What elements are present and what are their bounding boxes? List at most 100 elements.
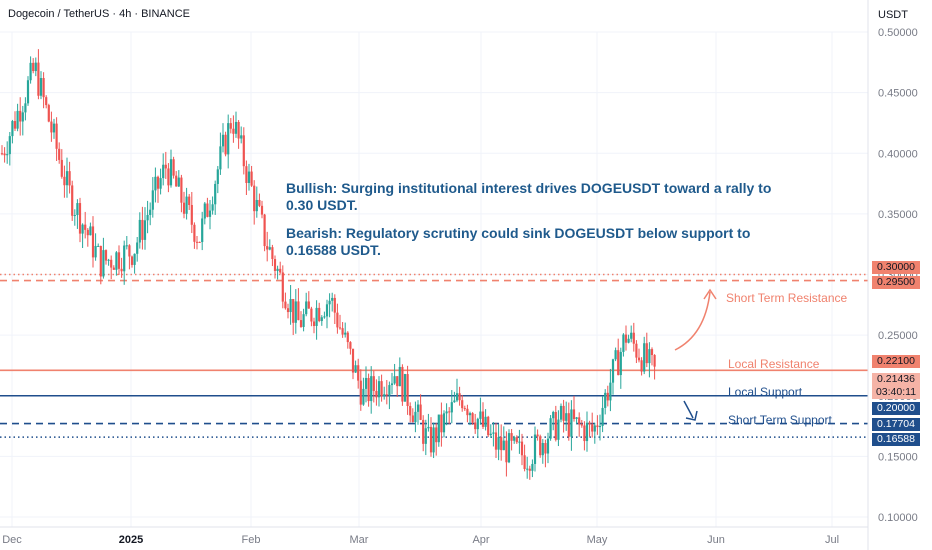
candle-body xyxy=(487,416,490,436)
candle-body xyxy=(429,426,433,453)
candle-body xyxy=(507,433,511,463)
candle-body xyxy=(63,176,66,186)
candle-body xyxy=(364,377,368,389)
price-tag-0.29500: 0.29500 xyxy=(872,276,920,289)
candle-body xyxy=(598,425,602,428)
candle-body xyxy=(349,342,352,349)
price-axis: 0.100000.150000.200000.250000.300000.350… xyxy=(878,27,918,524)
candle-body xyxy=(242,135,245,167)
candle-body xyxy=(606,392,609,401)
candle-body xyxy=(227,123,230,155)
candle-body xyxy=(385,394,388,396)
candle-body xyxy=(216,169,219,184)
candle-body xyxy=(19,110,22,122)
candle-body xyxy=(240,135,243,139)
candle-body xyxy=(474,422,477,430)
candle-body xyxy=(206,203,209,217)
candle-body xyxy=(406,374,409,407)
candle-body xyxy=(32,62,35,72)
candle-body xyxy=(362,388,365,405)
candle-body xyxy=(104,250,108,261)
candle-body xyxy=(286,308,290,313)
candle-body xyxy=(107,259,110,261)
candle-body xyxy=(65,171,69,186)
candle-body xyxy=(375,390,378,398)
candle-body xyxy=(299,320,303,327)
price-tag-0.17704: 0.17704 xyxy=(872,418,920,431)
candle-body xyxy=(325,304,329,317)
candle-body xyxy=(208,210,212,217)
candle-body xyxy=(461,400,464,409)
candle-body xyxy=(169,159,173,186)
candle-body xyxy=(619,351,622,376)
local-resistance-label: Local Resistance xyxy=(728,357,820,371)
y-tick-label: 0.40000 xyxy=(878,148,918,160)
candle-body xyxy=(624,334,628,343)
candle-body xyxy=(411,415,414,423)
symbol-title[interactable]: Dogecoin / TetherUS · 4h · BINANCE xyxy=(8,8,190,20)
time-axis: Dec 2025 Feb Mar Apr May Jun Jul xyxy=(2,534,839,546)
candle-body xyxy=(585,422,589,442)
candle-body xyxy=(125,245,128,247)
candle-body xyxy=(580,424,583,426)
candle-body xyxy=(214,183,217,205)
candle-body xyxy=(341,328,344,335)
candle-body xyxy=(237,121,240,139)
candle-body xyxy=(318,307,321,322)
candle-body xyxy=(162,164,165,179)
candle-body xyxy=(78,203,82,234)
candle-body xyxy=(276,268,279,271)
candle-body xyxy=(305,301,308,315)
candle-body xyxy=(572,409,576,419)
candle-body xyxy=(440,414,443,433)
candle-body xyxy=(640,360,643,372)
candle-body xyxy=(367,377,370,402)
candle-body xyxy=(221,134,225,147)
candle-body xyxy=(492,432,495,434)
candle-body xyxy=(393,376,396,384)
x-tick-label: Mar xyxy=(350,534,369,546)
candle-body xyxy=(544,443,547,454)
candle-body xyxy=(180,177,183,203)
candle-body xyxy=(156,176,160,189)
candle-body xyxy=(281,272,284,302)
projection-arrows xyxy=(674,288,717,421)
candle-body xyxy=(102,250,105,277)
candle-body xyxy=(149,209,152,215)
candle-body xyxy=(510,433,513,441)
candle-body xyxy=(21,112,24,122)
candle-body xyxy=(653,355,656,367)
candle-body xyxy=(232,128,235,134)
candle-body xyxy=(398,366,401,387)
candle-body xyxy=(76,203,79,216)
price-tag-0.20000: 0.20000 xyxy=(872,402,920,415)
candle-body xyxy=(645,343,648,364)
candle-body xyxy=(554,411,557,440)
candle-body xyxy=(455,393,459,401)
candle-body xyxy=(128,245,131,257)
candle-body xyxy=(307,301,310,309)
candle-body xyxy=(505,440,508,463)
level-lines xyxy=(0,273,868,438)
candle-body xyxy=(370,376,373,402)
x-tick-label: Dec xyxy=(2,534,22,546)
candle-body xyxy=(141,219,144,240)
x-tick-label: Jul xyxy=(825,534,839,546)
candle-body xyxy=(338,327,342,329)
candle-body xyxy=(182,202,186,214)
candle-body xyxy=(591,424,594,432)
candle-body xyxy=(476,418,479,430)
candle-body xyxy=(292,298,295,323)
x-tick-label: Jun xyxy=(707,534,725,546)
candle-body xyxy=(110,259,113,268)
candle-body xyxy=(320,317,323,322)
candle-body xyxy=(37,62,40,96)
candle-body xyxy=(188,196,191,205)
candle-body xyxy=(250,171,253,186)
candle-body xyxy=(6,154,9,156)
candle-body xyxy=(260,205,264,215)
candle-body xyxy=(494,432,498,450)
candle-body xyxy=(45,97,48,106)
candle-body xyxy=(552,411,555,419)
